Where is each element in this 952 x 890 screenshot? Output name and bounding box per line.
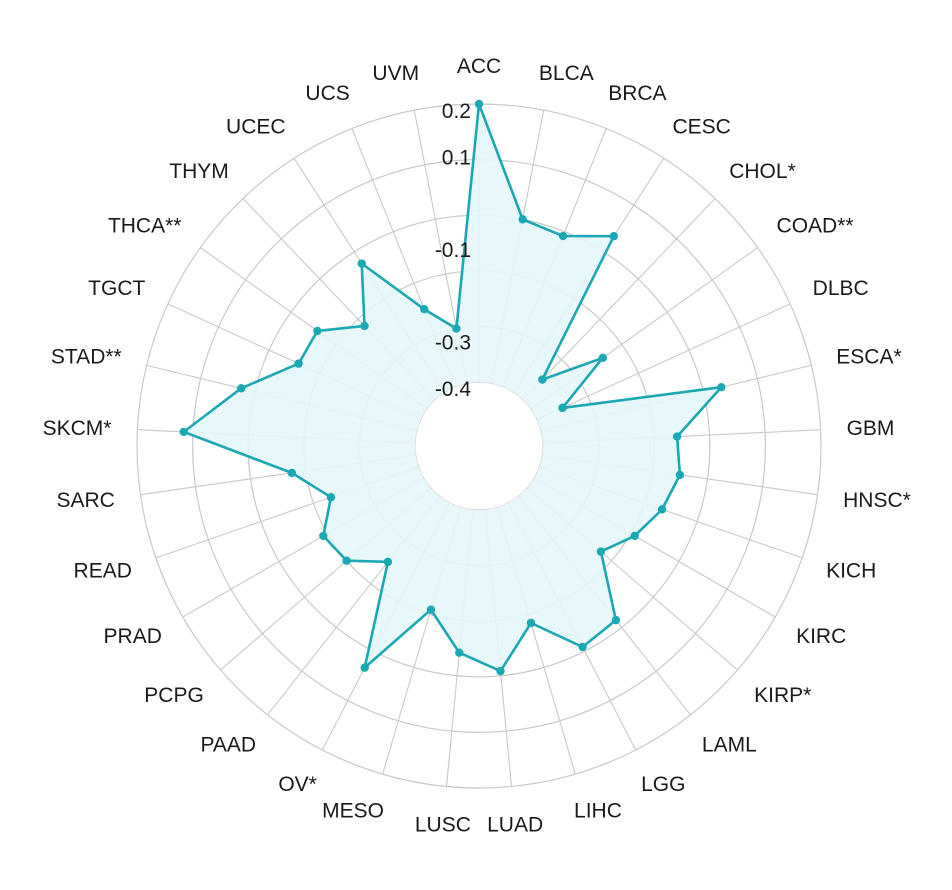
data-point [611, 615, 621, 625]
category-label: LUAD [487, 813, 543, 836]
data-point [383, 557, 393, 567]
category-label: PCPG [144, 684, 204, 707]
category-label: LGG [641, 773, 685, 796]
category-label: THCA** [108, 215, 182, 238]
data-point [313, 326, 322, 336]
category-label: UCEC [226, 115, 286, 138]
data-point [672, 432, 682, 441]
data-point [287, 468, 297, 478]
data-point [319, 531, 328, 541]
data-point [294, 359, 303, 368]
grid-spoke [522, 198, 716, 401]
category-label: LIHC [574, 800, 622, 823]
radial-tick-label: -0.4 [435, 378, 472, 401]
category-label: KICH [826, 559, 876, 582]
category-label: HNSC* [843, 489, 911, 512]
category-label: LAML [702, 734, 757, 757]
category-label: COAD** [777, 215, 854, 238]
category-label: OV* [278, 773, 317, 796]
series-line [182, 102, 723, 673]
category-label: THYM [169, 160, 229, 183]
data-point [360, 663, 369, 672]
category-label: ACC [457, 55, 501, 78]
category-label: KIRP* [754, 684, 811, 707]
data-point [630, 531, 639, 541]
data-point [558, 403, 567, 413]
data-point [496, 666, 505, 676]
data-point [596, 547, 606, 556]
category-label: DLBC [813, 277, 869, 300]
category-label: CESC [672, 115, 730, 138]
radial-tick-label: 0.2 [442, 100, 471, 123]
data-point [538, 375, 547, 384]
radial-tick-label: -0.1 [435, 239, 471, 262]
data-point [357, 259, 366, 268]
category-label: SKCM* [43, 417, 112, 440]
category-label: LUSC [415, 813, 471, 836]
category-label: BRCA [608, 82, 666, 105]
data-point [474, 99, 484, 109]
category-label: CHOL* [729, 160, 796, 183]
data-point [657, 505, 667, 514]
category-label: BLCA [539, 62, 594, 85]
series-layer [179, 99, 726, 676]
data-point [675, 470, 685, 480]
category-label: READ [74, 559, 132, 582]
category-label: GBM [847, 417, 895, 440]
data-point [526, 618, 536, 628]
grid-spoke [536, 303, 791, 420]
category-label: TGCT [88, 277, 145, 300]
category-label: MESO [322, 800, 384, 823]
data-point [609, 232, 618, 241]
category-labels: ACC BLCA BRCA CESC CHOL* COAD** DLBC ESCA* GBM HN… [43, 55, 911, 836]
data-point [558, 231, 568, 241]
grid-ring [414, 381, 544, 511]
category-label: KIRC [796, 625, 846, 648]
category-label: UVM [372, 62, 419, 85]
data-point [717, 383, 726, 392]
category-label: STAD** [51, 345, 122, 368]
data-point [518, 215, 527, 224]
data-point [179, 427, 188, 437]
tick-labels: 0.2 0.1 -0.1 -0.3 -0.4 [435, 100, 472, 401]
category-label: ESCA* [836, 345, 901, 368]
radial-tick-label: -0.3 [435, 332, 471, 355]
data-point [342, 556, 351, 565]
data-point [360, 321, 369, 331]
data-point [578, 642, 587, 652]
data-point [598, 353, 608, 363]
category-label: UCS [305, 82, 349, 105]
data-point [452, 324, 461, 333]
radial-tick-label: 0.1 [442, 146, 471, 169]
data-point [455, 648, 464, 657]
data-point [426, 605, 436, 614]
data-point [326, 493, 336, 502]
data-point [236, 384, 246, 393]
category-label: PRAD [104, 625, 162, 648]
category-label: PAAD [200, 734, 256, 757]
data-point [420, 304, 429, 314]
category-label: SARC [57, 489, 115, 512]
series-area [183, 104, 722, 672]
